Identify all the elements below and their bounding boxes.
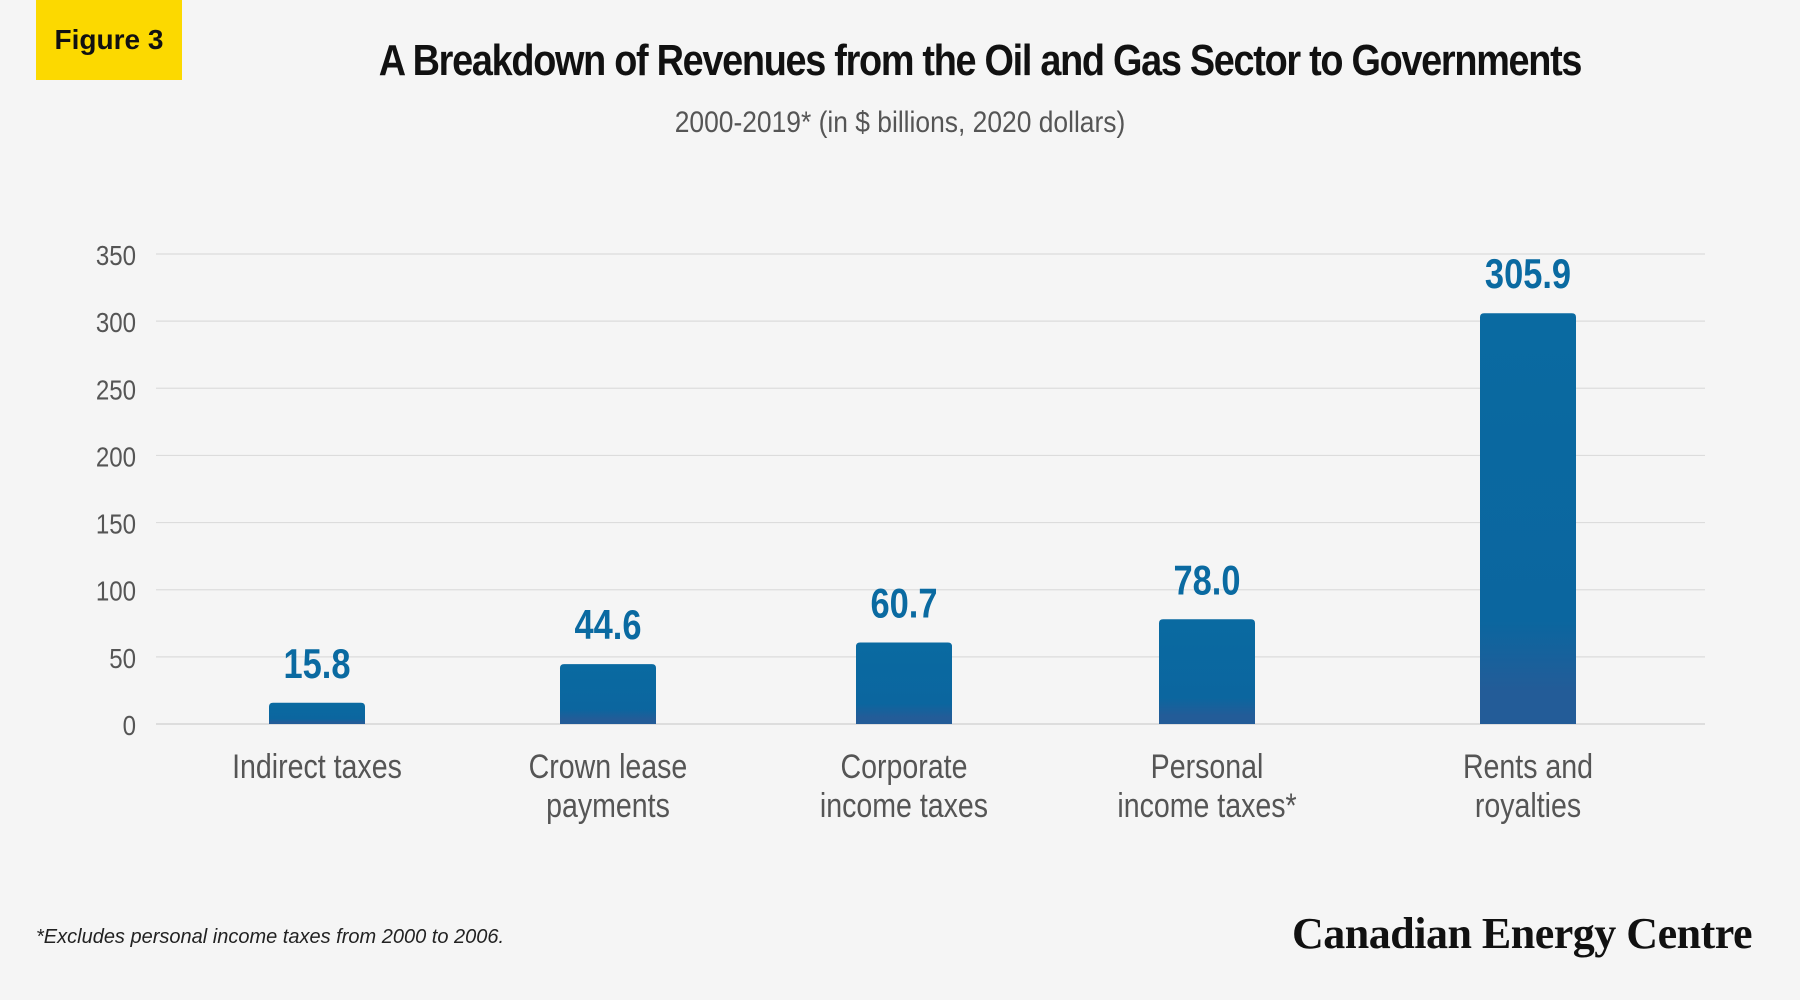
footnote: *Excludes personal income taxes from 200… — [36, 926, 505, 948]
y-tick-label: 150 — [96, 508, 136, 540]
category-label: income taxes — [820, 787, 988, 825]
y-tick-label: 50 — [109, 642, 136, 674]
figure-badge: Figure 3 — [36, 0, 182, 80]
bar — [1159, 619, 1255, 724]
value-label: 78.0 — [1173, 557, 1240, 604]
category-label: Personal — [1151, 748, 1264, 786]
y-tick-label: 0 — [123, 709, 136, 741]
category-label: payments — [546, 787, 670, 825]
y-tick-label: 200 — [96, 441, 136, 473]
bar — [269, 702, 365, 724]
category-label: Crown lease — [529, 748, 688, 786]
value-label: 60.7 — [870, 580, 937, 627]
category-label: Corporate — [841, 748, 968, 786]
y-tick-label: 250 — [96, 374, 136, 406]
y-tick-label: 350 — [96, 239, 136, 271]
value-label: 305.9 — [1485, 251, 1571, 298]
bars — [269, 313, 1576, 724]
bar — [560, 664, 656, 724]
value-labels: 15.8 44.6 60.7 78.0 305.9 — [283, 251, 1571, 688]
category-label: Indirect taxes — [232, 748, 402, 786]
y-axis: 0 50 100 150 200 250 300 350 — [96, 239, 136, 741]
category-label: Rents and — [1463, 748, 1593, 786]
y-tick-label: 100 — [96, 575, 136, 607]
bar — [856, 642, 952, 724]
chart-title: A Breakdown of Revenues from the Oil and… — [378, 36, 1583, 85]
bar — [1480, 313, 1576, 724]
value-label: 44.6 — [574, 602, 641, 649]
y-tick-label: 300 — [96, 306, 136, 338]
category-label: income taxes* — [1117, 787, 1296, 825]
category-label: royalties — [1475, 787, 1581, 825]
value-label: 15.8 — [283, 641, 350, 688]
brand-logo: Canadian Energy Centre — [1292, 909, 1752, 958]
chart-subtitle: 2000-2019* (in $ billions, 2020 dollars) — [674, 106, 1126, 139]
